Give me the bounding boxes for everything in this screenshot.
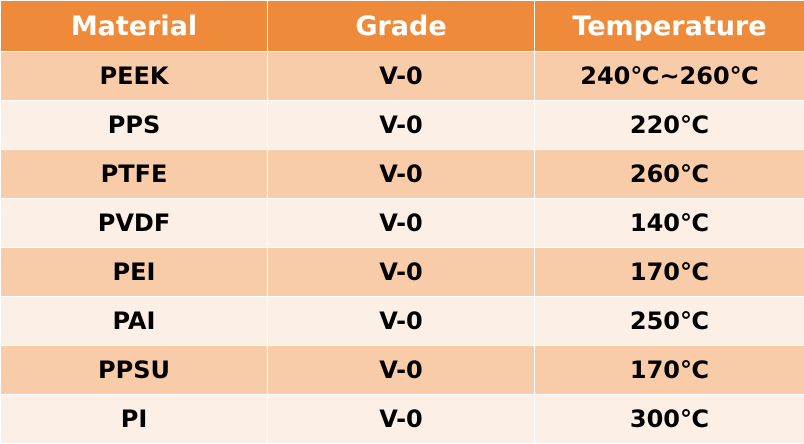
temperature-cell: 240℃~260℃	[535, 52, 804, 101]
material-cell: PPS	[1, 101, 268, 150]
material-cell: PTFE	[1, 150, 268, 199]
table-row: PVDF V-0 140℃	[1, 199, 804, 248]
temperature-cell: 260℃	[535, 150, 804, 199]
material-cell: PEEK	[1, 52, 268, 101]
temperature-cell: 300℃	[535, 395, 804, 444]
header-row: Material Grade Temperature	[1, 1, 804, 52]
header-material: Material	[1, 1, 268, 52]
grade-cell: V-0	[268, 297, 535, 346]
material-cell: PEI	[1, 248, 268, 297]
material-cell: PAI	[1, 297, 268, 346]
grade-cell: V-0	[268, 395, 535, 444]
table-row: PEI V-0 170℃	[1, 248, 804, 297]
table-row: PI V-0 300℃	[1, 395, 804, 444]
grade-cell: V-0	[268, 101, 535, 150]
temperature-cell: 250℃	[535, 297, 804, 346]
material-cell: PVDF	[1, 199, 268, 248]
temperature-cell: 170℃	[535, 346, 804, 395]
grade-cell: V-0	[268, 346, 535, 395]
temperature-cell: 170℃	[535, 248, 804, 297]
grade-cell: V-0	[268, 199, 535, 248]
grade-cell: V-0	[268, 150, 535, 199]
table-row: PPS V-0 220℃	[1, 101, 804, 150]
grade-cell: V-0	[268, 248, 535, 297]
header-grade: Grade	[268, 1, 535, 52]
temperature-cell: 220℃	[535, 101, 804, 150]
material-cell: PPSU	[1, 346, 268, 395]
table-row: PAI V-0 250℃	[1, 297, 804, 346]
temperature-cell: 140℃	[535, 199, 804, 248]
table-row: PTFE V-0 260℃	[1, 150, 804, 199]
grade-cell: V-0	[268, 52, 535, 101]
table-row: PPSU V-0 170℃	[1, 346, 804, 395]
header-temperature: Temperature	[535, 1, 804, 52]
material-cell: PI	[1, 395, 268, 444]
table-row: PEEK V-0 240℃~260℃	[1, 52, 804, 101]
